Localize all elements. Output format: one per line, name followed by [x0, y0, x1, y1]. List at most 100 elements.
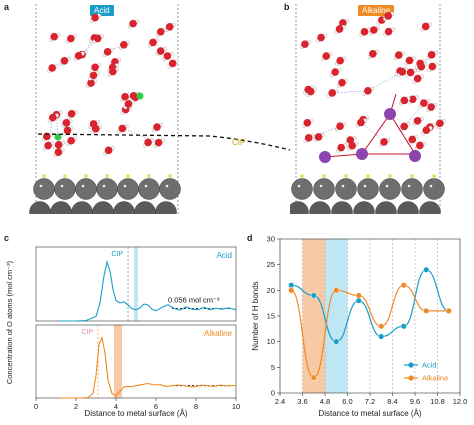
oxygen-atom: [67, 34, 75, 43]
oxygen-atom: [67, 109, 76, 118]
oxygen-atom: [301, 40, 309, 48]
data-point-alkaline: [445, 307, 452, 314]
x-tick-label: 8.4: [387, 397, 397, 406]
metal-atom: [401, 178, 423, 200]
y-tick-label: 15: [267, 312, 275, 321]
oxygen-atom: [394, 51, 403, 59]
cation-atom: [409, 150, 421, 162]
x-tick-label: 12.0: [453, 397, 468, 406]
metal-atom: [155, 201, 177, 214]
x-tick-label: 0: [34, 402, 38, 411]
oxygen-atom: [417, 62, 426, 71]
shaded-band: [325, 239, 348, 393]
data-point-acid: [400, 323, 407, 330]
cation-cluster: [324, 93, 416, 158]
panel-letter-c: c: [4, 233, 10, 243]
metal-atom: [397, 201, 419, 214]
y-tick-label: 20: [267, 286, 275, 295]
y-tick-label: 30: [267, 235, 275, 244]
oxygen-atom: [118, 124, 127, 133]
oxygen-atom: [338, 78, 346, 87]
series-line-alkaline: [60, 335, 237, 399]
oxygen-atom: [406, 68, 415, 77]
oxygen-atom: [54, 141, 63, 149]
oxygen-atom: [427, 51, 436, 59]
oxygen-atom: [416, 141, 424, 150]
oxygen-atom: [380, 138, 388, 146]
oxygen-atom: [50, 32, 58, 41]
y-axis-label: Number of H bonds: [251, 281, 260, 350]
data-point-alkaline: [333, 287, 340, 294]
oxygen-atom: [346, 136, 355, 144]
oxygen-atom: [370, 26, 378, 34]
oxygen-atom: [129, 19, 137, 28]
cip-label: CIP: [111, 251, 123, 258]
cip-label: CIP: [81, 329, 93, 336]
oxygen-atom: [124, 100, 133, 108]
subplot-frame: [35, 324, 237, 399]
oxygen-atom: [303, 118, 312, 127]
oxygen-atom: [436, 119, 444, 128]
y-tick-label: 0: [271, 389, 275, 398]
oxygen-atom: [89, 71, 98, 80]
shaded-band: [134, 247, 138, 321]
cation-atom: [384, 108, 396, 120]
oxygen-atom: [427, 103, 435, 111]
bulk-annotation: 0.056 mol cm⁻³: [168, 296, 220, 305]
oxygen-atom: [337, 143, 345, 152]
metal-atom: [353, 201, 375, 214]
metal-atom: [159, 178, 181, 200]
metal-atom: [92, 201, 114, 214]
y-axis-label: Concentration of O atoms (mol cm⁻³): [5, 260, 14, 384]
chart-c: CIP Acid 0.056 mol cm⁻³ CIP Alkaline 0 2 4 6 8 10 D…: [5, 246, 240, 418]
oxygen-atom: [400, 96, 409, 105]
legend-marker: [408, 375, 414, 381]
oxygen-atom: [120, 40, 128, 49]
x-tick-label: 8: [194, 402, 198, 411]
metal-atom: [50, 201, 72, 214]
x-tick-label: 3.6: [297, 397, 307, 406]
oxygen-atom: [369, 50, 377, 58]
metal-atom: [309, 201, 331, 214]
oxygen-atom: [428, 62, 437, 71]
oxygen-atom: [360, 28, 369, 36]
oxygen-atom: [129, 92, 138, 100]
metal-atom: [419, 201, 441, 214]
x-tick-label: 2: [74, 402, 78, 411]
oxygen-atom: [335, 25, 344, 33]
data-point-acid: [310, 292, 317, 299]
oxygen-atom: [93, 34, 102, 43]
oxygen-atom: [339, 19, 347, 27]
oxygen-atom: [328, 89, 337, 97]
oxygen-atom: [384, 12, 392, 20]
metal-atom: [113, 201, 135, 214]
panel-letter-d: d: [247, 233, 253, 243]
cation-atom: [319, 151, 331, 163]
shaded-band: [114, 325, 122, 398]
hydronium-marker: [54, 133, 62, 141]
series-name-alkaline: Alkaline: [204, 329, 233, 338]
alkaline-tag: Alkaline: [358, 5, 395, 16]
water-molecules-acid: [41, 13, 179, 158]
oxygen-atom: [54, 148, 63, 157]
oxygen-atom: [156, 27, 165, 36]
oxygen-atom: [48, 64, 56, 72]
metal-atom: [357, 178, 379, 200]
oxygen-atom: [336, 56, 344, 65]
y-tick-label: 5: [271, 363, 275, 372]
x-tick-label: 4.8: [320, 397, 330, 406]
oxygen-atom: [153, 123, 161, 131]
series-name-acid: Acid: [216, 251, 232, 260]
data-point-acid: [355, 297, 362, 304]
metal-atom: [134, 201, 156, 214]
data-point-alkaline: [288, 287, 295, 294]
oxygen-atom: [121, 92, 129, 101]
panel-letter-b: b: [284, 2, 290, 12]
data-point-acid: [288, 282, 295, 289]
metal-atom: [291, 178, 313, 200]
x-tick-label: 9.6: [410, 397, 420, 406]
acid-tag: Acid: [90, 5, 114, 16]
data-point-alkaline: [310, 374, 317, 381]
metal-surface-acid: [29, 174, 181, 214]
x-tick-label: 6.0: [342, 397, 352, 406]
